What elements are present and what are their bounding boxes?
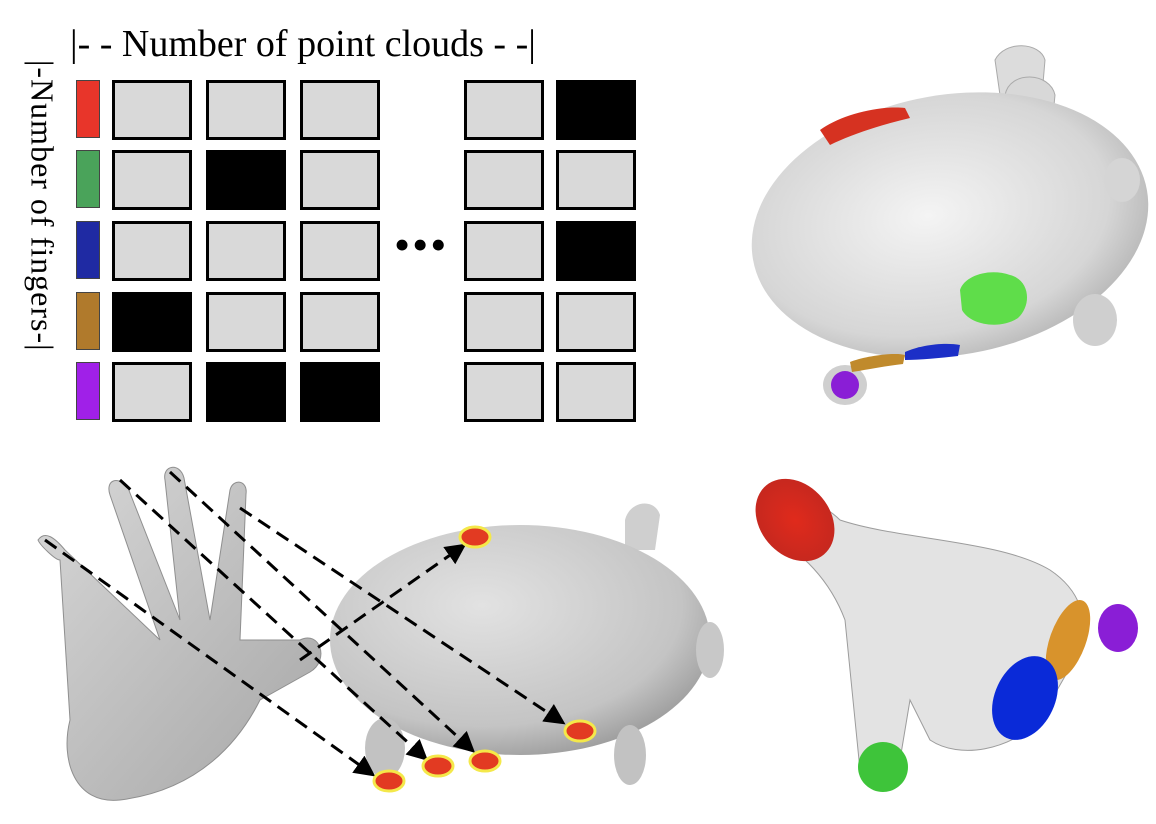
matrix-cell (464, 292, 544, 352)
matrix-cell (112, 221, 192, 281)
purple-fingertip (1098, 604, 1138, 652)
matrix-cell-selected (112, 292, 192, 352)
matrix-cell (300, 150, 380, 210)
matrix-cell-selected (300, 362, 380, 422)
contact-point (372, 769, 406, 793)
matrix-cell (206, 221, 286, 281)
matrix-cell (206, 292, 286, 352)
arrow-thumb (44, 538, 376, 777)
columns-ellipsis: ••• (394, 219, 449, 270)
matrix-cell (206, 80, 286, 140)
pig-grasp-view (751, 45, 1149, 405)
contact-point (468, 749, 502, 773)
hand-model (37, 466, 322, 801)
arrow-middle (168, 470, 476, 753)
matrix-cell (300, 292, 380, 352)
red-contact-patch (820, 107, 910, 145)
correspondence-arrows (44, 470, 566, 777)
blue-contact-patch (905, 343, 960, 360)
arrow-little (299, 543, 467, 662)
green-fingertip (858, 742, 908, 792)
grasping-hand (755, 478, 1138, 792)
fingers-axis-label: |-Number of fingers-| (24, 60, 61, 352)
matrix-cell (464, 221, 544, 281)
matrix-cell-selected (556, 221, 636, 281)
brown-contact-patch (850, 353, 905, 372)
contact-point (421, 754, 455, 778)
finger-color-swatch (76, 221, 100, 279)
matrix-cell (112, 150, 192, 210)
purple-contact-patch (831, 371, 859, 399)
finger-color-swatch (76, 150, 100, 208)
matrix-cell (112, 362, 192, 422)
matrix-cell-selected (556, 80, 636, 140)
finger-color-swatch (76, 80, 100, 138)
matrix-cell (300, 221, 380, 281)
matrix-cell (464, 80, 544, 140)
matrix-cell (464, 362, 544, 422)
matrix-cell (556, 362, 636, 422)
brown-fingertip (1045, 600, 1091, 680)
contact-point (458, 525, 492, 549)
red-fingertip (755, 478, 835, 562)
finger-color-swatch (76, 292, 100, 350)
finger-color-swatch (76, 362, 100, 420)
green-contact-patch (960, 272, 1028, 325)
matrix-cell-selected (206, 362, 286, 422)
blue-fingertip (992, 656, 1058, 740)
pig-target-object (330, 503, 724, 785)
matrix-cell (300, 80, 380, 140)
contact-points (372, 525, 597, 793)
point-clouds-axis-label: |- - Number of point clouds - -| (70, 23, 536, 65)
matrix-cell (556, 150, 636, 210)
matrix-cell (464, 150, 544, 210)
matrix-cell-selected (206, 150, 286, 210)
matrix-cell (112, 80, 192, 140)
contact-point (563, 719, 597, 743)
arrow-index (118, 478, 429, 761)
matrix-cell (556, 292, 636, 352)
